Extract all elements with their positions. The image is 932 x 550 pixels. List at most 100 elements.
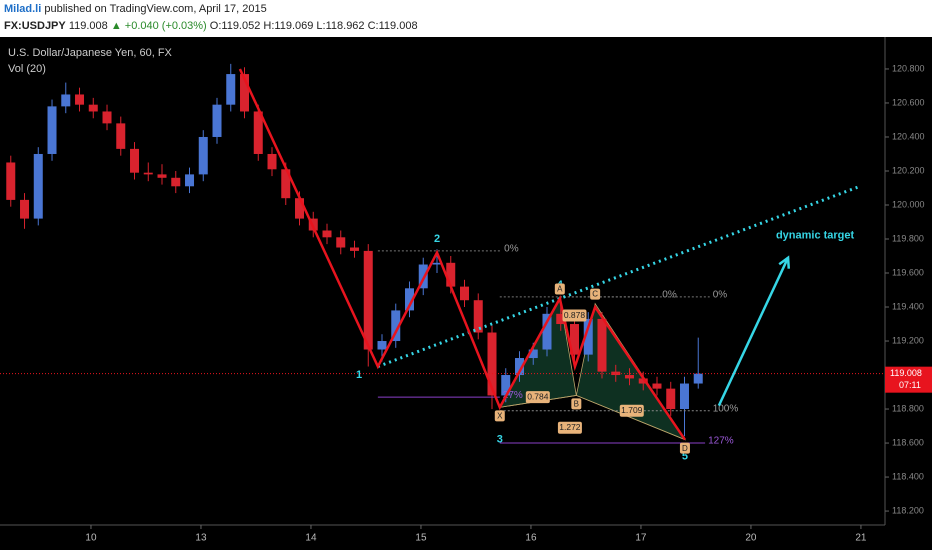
candle-body: [198, 136, 208, 175]
y-tick-label: 118.400: [892, 471, 924, 481]
fib-label: 127%: [708, 436, 734, 447]
candle-body: [459, 286, 469, 301]
candle-body: [130, 148, 140, 173]
candle-body: [171, 177, 181, 187]
subtitle: Vol (20): [8, 63, 46, 75]
x-tick-label: 10: [85, 533, 97, 544]
point-label: B: [574, 400, 579, 409]
y-tick-label: 120.200: [892, 165, 925, 175]
candle-body: [487, 332, 497, 396]
candle-body: [143, 172, 153, 175]
ratio-label: 0.784: [527, 391, 549, 401]
candle-body: [75, 94, 85, 105]
y-tick-label: 119.800: [892, 233, 924, 243]
y-tick-label: 120.000: [892, 199, 925, 209]
candle-body: [391, 310, 401, 342]
target-label: dynamic target: [776, 230, 855, 242]
point-box: [590, 288, 601, 300]
candle-body: [501, 375, 511, 396]
candle-body: [666, 388, 676, 410]
candle-body: [350, 247, 360, 251]
published: published on TradingView.com, April 17, …: [44, 3, 267, 15]
symbol: FX:USDJPY: [4, 20, 66, 32]
candle-body: [542, 313, 552, 350]
point-label: X: [497, 411, 503, 420]
y-tick-label: 119.600: [892, 267, 924, 277]
candle-body: [212, 104, 222, 137]
candle-body: [61, 94, 71, 107]
candle-body: [88, 104, 98, 112]
fib-label: 0%: [504, 244, 519, 255]
fib-label: 0%: [713, 289, 728, 300]
candle-body: [33, 153, 43, 219]
point-box: [571, 398, 582, 410]
candle-body: [226, 74, 236, 105]
x-tick-label: 13: [195, 533, 207, 544]
candle-body: [116, 123, 126, 149]
candle-body: [363, 250, 373, 350]
ratio-label: 1.272: [559, 422, 581, 432]
candle-body: [102, 111, 112, 124]
point-box: [554, 283, 565, 295]
target-arrow: [717, 257, 790, 407]
candle-body: [405, 288, 415, 311]
quote-line: FX:USDJPY 119.008 ▲ +0.040 (+0.03%) O:11…: [4, 20, 418, 32]
candle-body: [322, 230, 332, 238]
x-tick-label: 14: [305, 533, 317, 544]
wave-label: 3: [497, 434, 503, 446]
point-label: A: [557, 285, 563, 294]
candle-body: [597, 318, 607, 372]
point-box: [679, 442, 690, 454]
wave-label: 5: [682, 451, 688, 463]
candle-body: [583, 318, 593, 355]
ratio-label: 1.709: [621, 405, 643, 415]
y-tick-label: 119.400: [892, 301, 924, 311]
candle-body: [377, 341, 387, 350]
candle-body: [569, 324, 579, 355]
last-price-label: 119.008: [890, 368, 922, 378]
candle-body: [47, 106, 57, 154]
y-tick-label: 118.800: [892, 403, 924, 413]
candle-body: [679, 383, 689, 410]
candle-body: [336, 237, 346, 248]
candle-body: [638, 378, 648, 384]
point-box: [494, 410, 505, 422]
zigzag: [238, 68, 686, 441]
ratio-box: [619, 404, 644, 417]
candle-body: [652, 383, 662, 389]
candle-body: [432, 262, 442, 265]
ratio-label: 0.878: [564, 310, 586, 320]
candle-body: [473, 300, 483, 333]
candle-body: [157, 174, 167, 178]
ratio-box: [562, 309, 587, 322]
close: C:119.008: [367, 20, 418, 32]
candle-body: [6, 162, 16, 200]
candle-body: [624, 375, 634, 379]
last: 119.008: [68, 20, 108, 32]
candle-body: [693, 373, 703, 384]
x-tick-label: 17: [635, 533, 647, 544]
candle-body: [20, 199, 30, 219]
candle-body: [185, 174, 195, 187]
candle-body: [295, 198, 305, 219]
candle-body: [267, 153, 277, 170]
fib-label: 0%: [662, 289, 677, 300]
arrow-head: [778, 255, 791, 269]
last-price-box: [885, 366, 932, 393]
y-tick-label: 119.200: [892, 335, 924, 345]
candle-body: [556, 313, 566, 325]
header: Milad.li published on TradingView.com, A…: [0, 0, 932, 37]
chart: U.S. Dollar/Japanese Yen, 60, FX Vol (20…: [0, 37, 932, 550]
y-tick-label: 118.600: [892, 437, 924, 447]
x-tick-label: 20: [745, 533, 757, 544]
candle-body: [528, 349, 538, 359]
point-label: D: [682, 444, 688, 453]
trendline: [377, 184, 861, 368]
fib-label: 27%: [503, 390, 523, 401]
y-tick-label: 120.800: [892, 63, 925, 73]
fib-label: 100%: [713, 403, 739, 414]
candle-body: [240, 74, 250, 112]
y-tick-label: 120.400: [892, 131, 925, 141]
publish-line: Milad.li published on TradingView.com, A…: [4, 3, 267, 15]
